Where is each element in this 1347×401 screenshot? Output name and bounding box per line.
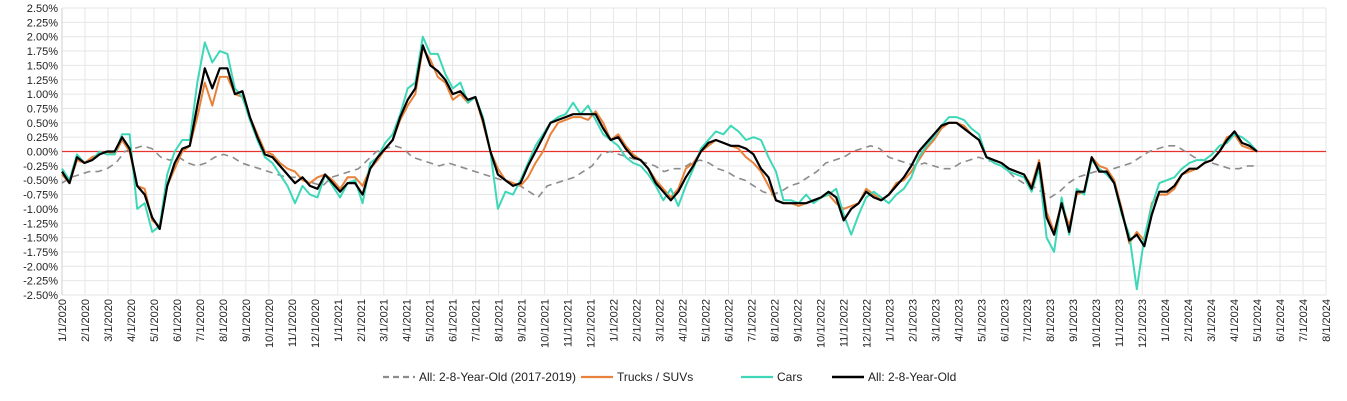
y-tick-label: 2.25% [27, 17, 58, 29]
x-tick-label: 3/1/2024 [1206, 299, 1218, 342]
x-tick-label: 10/1/2022 [815, 299, 827, 348]
series-line-4 [61, 44, 1258, 248]
y-tick-label: -2.25% [23, 276, 58, 288]
x-tick-label: 8/1/2020 [218, 299, 230, 342]
x-tick-label: 6/1/2024 [1275, 299, 1287, 342]
y-tick-label: -2.00% [23, 261, 58, 273]
x-tick-label: 8/1/2021 [494, 299, 506, 342]
y-axis-ticks: 2.50% 2.25% 2.00% 1.75% 1.50% 1.25% 1.00% 0.75%… [23, 3, 58, 302]
x-tick-label: 12/1/2021 [586, 299, 598, 348]
x-tick-label: 7/1/2020 [195, 299, 207, 342]
y-tick-label: 1.75% [27, 46, 58, 58]
x-tick-label: 4/1/2024 [1229, 299, 1241, 342]
x-tick-label: 11/1/2022 [838, 299, 850, 347]
x-tick-label: 2/1/2024 [1183, 299, 1195, 342]
x-tick-label: 3/1/2023 [930, 299, 942, 342]
y-tick-label: 1.50% [27, 60, 58, 72]
y-tick-label: -1.00% [23, 204, 58, 216]
x-tick-label: 4/1/2023 [953, 299, 965, 342]
x-tick-label: 5/1/2021 [425, 299, 437, 342]
y-tick-label: -0.50% [23, 175, 58, 187]
y-tick-label: -2.50% [23, 290, 58, 302]
y-tick-label: 1.00% [27, 89, 58, 101]
x-tick-label: 2/1/2020 [80, 299, 92, 342]
x-tick-label: 5/1/2022 [700, 299, 712, 342]
x-tick-label: 11/1/2021 [563, 299, 575, 347]
legend-label: Cars [777, 370, 802, 384]
x-tick-label: 9/1/2021 [517, 299, 529, 342]
y-tick-label: 0.50% [27, 118, 58, 130]
x-tick-label: 11/1/2023 [1114, 299, 1126, 347]
x-tick-label: 3/1/2021 [379, 299, 391, 342]
x-tick-label: 1/1/2022 [609, 299, 621, 342]
x-tick-label: 6/1/2023 [999, 299, 1011, 342]
x-tick-label: 2/1/2021 [356, 299, 368, 342]
y-tick-label: -0.75% [23, 190, 58, 202]
x-axis-ticks: 1/1/2020 2/1/2020 3/1/2020 4/1/2020 5/1/2020… [57, 299, 1333, 348]
x-tick-label: 8/1/2024 [1321, 299, 1333, 342]
x-tick-label: 11/1/2020 [287, 299, 299, 347]
x-tick-label: 4/1/2020 [126, 299, 138, 342]
x-tick-label: 1/1/2023 [884, 299, 896, 342]
x-tick-label: 5/1/2023 [976, 299, 988, 342]
x-tick-label: 5/1/2024 [1252, 299, 1264, 342]
legend: All: 2-8-Year-Old (2017-2019) Trucks / SU… [383, 370, 956, 384]
x-tick-label: 10/1/2023 [1091, 299, 1103, 348]
x-tick-label: 3/1/2022 [655, 299, 667, 342]
x-tick-label: 9/1/2022 [792, 299, 804, 342]
x-tick-label: 9/1/2023 [1068, 299, 1080, 342]
x-tick-label: 7/1/2024 [1298, 299, 1310, 342]
y-tick-label: 0.00% [27, 147, 58, 159]
x-tick-label: 1/1/2020 [57, 299, 69, 342]
x-tick-label: 12/1/2023 [1137, 299, 1149, 348]
x-tick-label: 5/1/2020 [149, 299, 161, 342]
y-tick-label: -0.25% [23, 161, 58, 173]
x-tick-label: 2/1/2023 [907, 299, 919, 342]
x-tick-label: 8/1/2022 [769, 299, 781, 342]
x-tick-label: 4/1/2022 [678, 299, 690, 342]
x-tick-label: 12/1/2020 [310, 299, 322, 348]
y-tick-label: 1.25% [27, 75, 58, 87]
y-tick-label: 0.75% [27, 103, 58, 115]
x-tick-label: 10/1/2020 [264, 299, 276, 348]
x-tick-label: 10/1/2021 [540, 299, 552, 348]
x-tick-label: 7/1/2023 [1022, 299, 1034, 342]
x-tick-label: 7/1/2021 [471, 299, 483, 342]
x-tick-label: 8/1/2023 [1045, 299, 1057, 342]
legend-label: Trucks / SUVs [617, 370, 693, 384]
x-tick-label: 2/1/2022 [632, 299, 644, 342]
x-tick-label: 6/1/2021 [448, 299, 460, 342]
x-tick-label: 9/1/2020 [241, 299, 253, 342]
legend-label: All: 2-8-Year-Old [868, 370, 956, 384]
x-tick-label: 1/1/2021 [333, 299, 345, 342]
y-tick-label: 0.25% [27, 132, 58, 144]
x-tick-label: 4/1/2021 [402, 299, 414, 342]
y-tick-label: 2.50% [27, 3, 58, 15]
x-tick-label: 6/1/2022 [723, 299, 735, 342]
x-tick-label: 12/1/2022 [861, 299, 873, 348]
legend-label: All: 2-8-Year-Old (2017-2019) [419, 370, 576, 384]
series-lines [61, 35, 1258, 291]
x-tick-label: 7/1/2022 [746, 299, 758, 342]
x-tick-label: 1/1/2024 [1160, 299, 1172, 342]
x-tick-label: 3/1/2020 [103, 299, 115, 342]
y-tick-label: -1.50% [23, 233, 58, 245]
x-tick-label: 6/1/2020 [172, 299, 184, 342]
y-tick-label: 2.00% [27, 32, 58, 44]
y-tick-label: -1.25% [23, 218, 58, 230]
series-line-3 [61, 35, 1258, 291]
y-tick-label: -1.75% [23, 247, 58, 259]
